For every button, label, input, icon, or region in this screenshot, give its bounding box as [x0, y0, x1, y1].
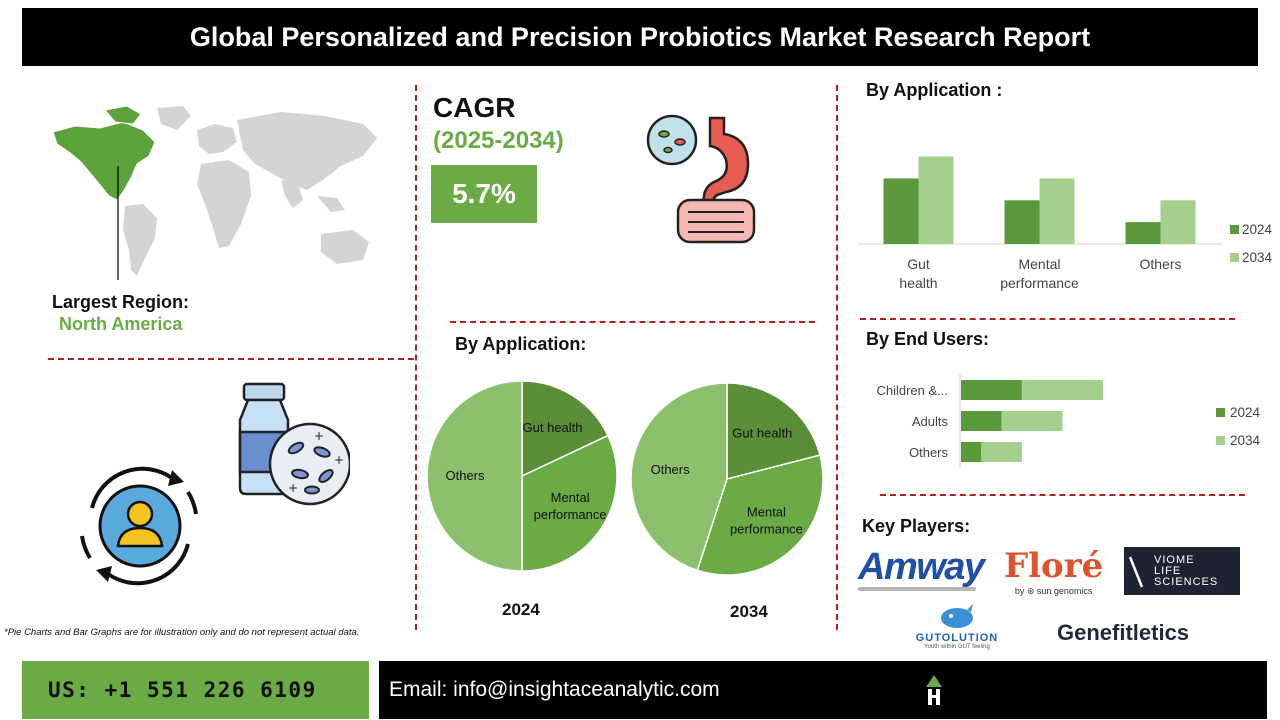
pie-2024-slice-others	[426, 380, 523, 572]
logo-viome-line1: VIOME	[1154, 553, 1195, 566]
pie-year-2024: 2024	[502, 600, 540, 619]
legend-swatch-2034	[1216, 436, 1225, 445]
bar-chart-application-title: By Application :	[866, 80, 1003, 100]
legend-swatch-2024	[1230, 225, 1239, 234]
probiotic-bottle-icon: + + +	[238, 382, 350, 506]
logo-flore-text: Floré	[1004, 546, 1104, 586]
logo-gutolution-sub: Youth within GUT feeling	[924, 644, 990, 650]
legend-label-2024: 2024	[1242, 222, 1273, 237]
divider-cagr	[450, 321, 815, 323]
pie-2024-label-gut-health: Gut health	[523, 420, 583, 435]
bar-others-2024	[1125, 222, 1161, 244]
y-tick-children: Children &...	[876, 383, 948, 398]
x-tick-mental-performance: Mental	[1018, 256, 1060, 272]
logo-viome: VIOME LIFE SCIENCES	[1124, 547, 1240, 595]
logo-viome-line3: SCIENCES	[1154, 575, 1219, 588]
legend-label-2034: 2034	[1230, 433, 1261, 448]
logo-flore-sub: by ⊛ sun genomics	[1014, 586, 1093, 596]
bar-mental-performance-2024	[1004, 200, 1040, 244]
pie-charts: Gut health Mental performance Others Gut hea…	[426, 380, 824, 576]
pie-2024-slice-gut-health	[521, 380, 609, 478]
logo-viome-line2: LIFE	[1154, 564, 1182, 577]
x-tick-others: Others	[1139, 256, 1181, 272]
insightace-logo-icon	[926, 675, 942, 705]
pie-2024-label-others: Others	[445, 468, 485, 483]
divider-bar1	[860, 318, 1235, 320]
cagr-period: (2025-2034)	[433, 127, 564, 154]
world-map-icon	[52, 105, 377, 280]
bar-adults-2024	[961, 411, 1002, 431]
cagr-label: CAGR	[433, 92, 516, 123]
bar-children-2034	[1021, 380, 1104, 400]
pie-2034-label-mental-performance: Mental	[747, 504, 786, 519]
legend-swatch-2034	[1230, 253, 1239, 262]
divider-bar2	[880, 494, 1245, 496]
logo-gutolution-text: GUTOLUTION	[915, 632, 999, 644]
user-cycle-icon	[80, 466, 198, 586]
key-players-title: Key Players:	[862, 516, 971, 536]
bar-mental-performance-2034	[1039, 178, 1075, 244]
logo-amway: Amway	[858, 546, 985, 591]
region-label: Largest Region:	[52, 292, 190, 312]
logo-flore: Floré by ⊛ sun genomics	[1004, 546, 1103, 597]
bar-others-2024	[961, 442, 982, 462]
x-tick-gut-health-1: health	[899, 275, 937, 291]
bar-others-2034	[1160, 200, 1196, 244]
legend-label-2024: 2024	[1230, 405, 1261, 420]
divider-right	[836, 85, 838, 630]
bar-chart-application: Gut health Mental performance Others 2024 2034	[858, 156, 1273, 291]
divider-left	[415, 85, 417, 630]
logo-amway-text: Amway	[858, 546, 985, 588]
footer-phone[interactable]: US: +1 551 226 6109	[22, 661, 369, 719]
pie-2034-slice-others	[630, 382, 728, 572]
y-tick-adults: Adults	[912, 414, 949, 429]
footer-email-text[interactable]: Email: info@insightaceanalytic.com	[389, 678, 720, 701]
cagr-value: 5.7%	[431, 165, 537, 223]
bar-gut-health-2034	[918, 156, 954, 244]
pie-2024-label-mental-performance-1: performance	[534, 507, 607, 522]
disclaimer-note: *Pie Charts and Bar Graphs are for illus…	[4, 627, 360, 638]
report-title: Global Personalized and Precision Probio…	[22, 8, 1258, 66]
x-tick-mental-performance-1: performance	[1000, 275, 1079, 291]
pie-2024-slice-mental-performance	[521, 434, 618, 572]
pie-2034-slice-mental-performance	[696, 454, 824, 576]
legend-swatch-2024	[1216, 408, 1225, 417]
bar-gut-health-2024	[883, 178, 919, 244]
pie-year-2034: 2034	[730, 602, 768, 621]
pie-2034-label-others: Others	[651, 462, 691, 477]
pie-chart-title: By Application:	[455, 334, 587, 354]
pie-2034-slice-gut-health	[726, 382, 821, 480]
logo-genefitletics: Genefitletics	[1057, 620, 1190, 645]
pie-2034-label-gut-health: Gut health	[732, 425, 792, 440]
y-tick-others: Others	[909, 445, 949, 460]
svg-text:+: +	[334, 453, 344, 467]
bar-chart-endusers-title: By End Users:	[866, 329, 990, 349]
bar-children-2024	[961, 380, 1022, 400]
bar-chart-endusers: Children &... Adults Others 2024 2034	[876, 374, 1261, 467]
svg-text:+: +	[314, 429, 324, 443]
legend-label-2034: 2034	[1242, 250, 1273, 265]
divider-region	[48, 358, 414, 360]
svg-text:+: +	[288, 481, 298, 495]
pie-2024-label-mental-performance: Mental	[551, 490, 590, 505]
bar-adults-2034	[1001, 411, 1063, 431]
footer-email[interactable]: Email: info@insightaceanalytic.com	[379, 661, 1267, 719]
bar-others-2034	[981, 442, 1022, 462]
x-tick-gut-health: Gut	[907, 256, 930, 272]
pie-2034-label-mental-performance-1: performance	[730, 521, 803, 536]
whale-icon	[941, 604, 973, 628]
stomach-bacteria-icon	[646, 114, 756, 244]
logo-gutolution: GUTOLUTION Youth within GUT feeling	[912, 600, 1002, 650]
region-value: North America	[59, 314, 183, 334]
viome-mark-icon	[1128, 556, 1144, 588]
